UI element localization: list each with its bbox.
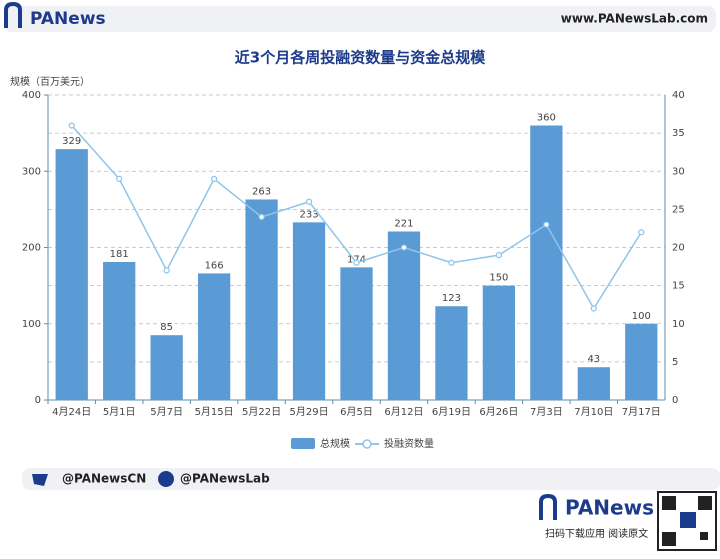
data-label: 233 — [299, 209, 318, 220]
line-point — [543, 221, 550, 228]
x-tick-label: 5月15日 — [195, 406, 234, 418]
x-tick-label: 7月17日 — [622, 406, 661, 418]
site-url: www.PANewsLab.com — [561, 12, 708, 26]
bar — [625, 323, 658, 400]
line-point — [163, 267, 170, 274]
y2-tick-label: 40 — [672, 90, 685, 101]
x-tick-label: 6月12日 — [384, 406, 423, 418]
y2-tick-label: 35 — [672, 128, 685, 139]
data-label: 85 — [160, 322, 173, 333]
bar — [292, 222, 326, 400]
bar — [435, 306, 468, 400]
x-tick-label: 5月22日 — [242, 406, 281, 418]
y-tick-label: 200 — [22, 243, 41, 254]
bar — [55, 149, 88, 400]
x-tick-label: 4月24日 — [52, 406, 91, 418]
line-point — [638, 229, 645, 236]
footer-bar — [22, 468, 720, 490]
bar — [150, 335, 183, 400]
qr-code — [657, 491, 717, 551]
brand-icon — [539, 493, 557, 520]
bar — [197, 273, 231, 400]
x-tick-label: 7月3日 — [530, 406, 563, 418]
logo-text: PANews — [30, 9, 106, 29]
data-label: 43 — [587, 354, 600, 365]
data-label: 181 — [110, 249, 129, 260]
x-tick-label: 7月10日 — [574, 406, 613, 418]
line-point — [305, 198, 313, 205]
x-tick-label: 5月29日 — [289, 406, 328, 418]
y-tick-label: 100 — [22, 319, 41, 330]
y-tick-label: 400 — [22, 90, 41, 101]
line-point — [68, 122, 75, 129]
facebook-handle: @PANewsLab — [180, 472, 270, 486]
y2-tick-label: 5 — [672, 357, 678, 368]
y-axis-label: 规模（百万美元） — [10, 75, 90, 88]
legend-marker — [362, 439, 372, 449]
bar — [245, 199, 278, 400]
data-label: 221 — [394, 218, 413, 229]
data-label: 329 — [62, 136, 81, 147]
bar — [103, 261, 136, 400]
legend-label: 投融资数量 — [384, 437, 434, 450]
data-label: 123 — [442, 293, 461, 304]
data-label: 263 — [252, 186, 271, 197]
line-point — [400, 244, 408, 251]
data-label: 150 — [489, 273, 508, 284]
twitter-icon — [32, 474, 48, 486]
data-label: 166 — [205, 260, 224, 271]
x-tick-label: 5月7日 — [150, 406, 183, 418]
line-point — [448, 259, 455, 266]
x-tick-label: 6月5日 — [340, 406, 373, 418]
legend-swatch — [291, 438, 315, 449]
twitter-handle: @PANewsCN — [62, 472, 146, 486]
logo-icon — [3, 1, 22, 28]
bar — [577, 367, 610, 400]
line-point — [211, 175, 218, 182]
facebook-icon — [158, 471, 174, 487]
y2-tick-label: 0 — [672, 395, 678, 406]
bar — [530, 125, 563, 400]
y2-tick-label: 30 — [672, 166, 685, 177]
line-point — [116, 175, 123, 182]
legend-label: 总规模 — [320, 437, 350, 450]
bar — [340, 267, 373, 400]
y-tick-label: 300 — [22, 166, 41, 177]
x-tick-label: 5月1日 — [103, 406, 136, 418]
y2-tick-label: 20 — [672, 243, 685, 254]
data-label: 360 — [537, 113, 556, 124]
bar — [482, 285, 516, 400]
cta: 扫码下载应用 阅读原文 — [545, 527, 648, 540]
y2-tick-label: 15 — [672, 281, 685, 292]
bar — [387, 231, 421, 400]
y-tick-label: 0 — [35, 395, 41, 406]
brand-text: PANews — [565, 496, 654, 520]
line-point — [353, 259, 360, 266]
line-point — [495, 252, 502, 259]
line-point — [258, 213, 265, 221]
x-tick-label: 6月26日 — [479, 406, 518, 418]
x-tick-label: 6月19日 — [432, 406, 471, 418]
y2-tick-label: 25 — [672, 204, 685, 215]
chart-title: 近3个月各周投融资数量与资金总规模 — [235, 49, 486, 67]
line-point — [590, 305, 597, 312]
data-label: 100 — [632, 311, 651, 322]
header-bar — [4, 6, 716, 32]
y2-tick-label: 10 — [672, 319, 685, 330]
